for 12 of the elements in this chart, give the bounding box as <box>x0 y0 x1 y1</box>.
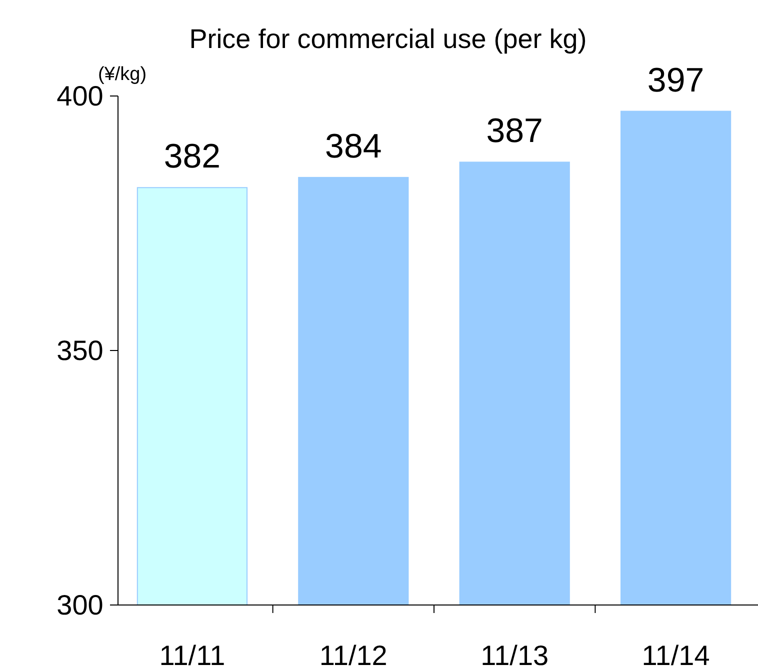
y-tick-label: 300 <box>56 590 104 620</box>
data-label: 384 <box>325 127 382 166</box>
x-tick-label: 11/11 <box>159 640 226 667</box>
y-axis-title: (¥/kg) <box>98 64 147 85</box>
x-tick-label: 11/14 <box>642 640 710 667</box>
chart-title: Price for commercial use (per kg) <box>189 24 587 54</box>
x-tick-label: 11/12 <box>319 640 388 667</box>
data-label: 387 <box>486 112 543 150</box>
data-label: 382 <box>164 138 221 176</box>
x-tick-label: 11/13 <box>480 640 549 667</box>
data-label: 397 <box>647 61 704 100</box>
y-tick-label: 350 <box>56 335 104 366</box>
